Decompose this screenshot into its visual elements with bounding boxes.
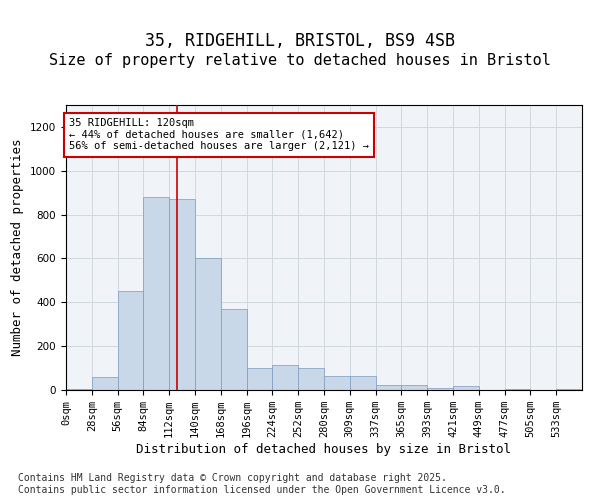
Text: 35, RIDGEHILL, BRISTOL, BS9 4SB: 35, RIDGEHILL, BRISTOL, BS9 4SB bbox=[145, 32, 455, 50]
Bar bbox=[401, 384, 427, 390]
Bar bbox=[505, 389, 530, 390]
Text: 35 RIDGEHILL: 120sqm
← 44% of detached houses are smaller (1,642)
56% of semi-de: 35 RIDGEHILL: 120sqm ← 44% of detached h… bbox=[69, 118, 369, 152]
Bar bbox=[350, 376, 376, 390]
Bar bbox=[324, 376, 350, 390]
Bar bbox=[272, 365, 298, 390]
Text: Contains HM Land Registry data © Crown copyright and database right 2025.
Contai: Contains HM Land Registry data © Crown c… bbox=[18, 474, 506, 495]
Bar bbox=[169, 200, 195, 390]
Bar bbox=[376, 384, 401, 390]
Bar bbox=[143, 197, 169, 390]
Bar bbox=[298, 368, 324, 390]
Bar bbox=[66, 389, 92, 390]
Bar bbox=[92, 377, 118, 390]
Bar bbox=[195, 258, 221, 390]
Bar bbox=[247, 368, 272, 390]
Bar bbox=[427, 388, 453, 390]
Y-axis label: Number of detached properties: Number of detached properties bbox=[11, 138, 25, 356]
Text: Size of property relative to detached houses in Bristol: Size of property relative to detached ho… bbox=[49, 52, 551, 68]
Bar bbox=[221, 309, 247, 390]
X-axis label: Distribution of detached houses by size in Bristol: Distribution of detached houses by size … bbox=[137, 443, 511, 456]
Bar bbox=[556, 389, 582, 390]
Bar bbox=[118, 292, 143, 390]
Bar bbox=[453, 386, 479, 390]
